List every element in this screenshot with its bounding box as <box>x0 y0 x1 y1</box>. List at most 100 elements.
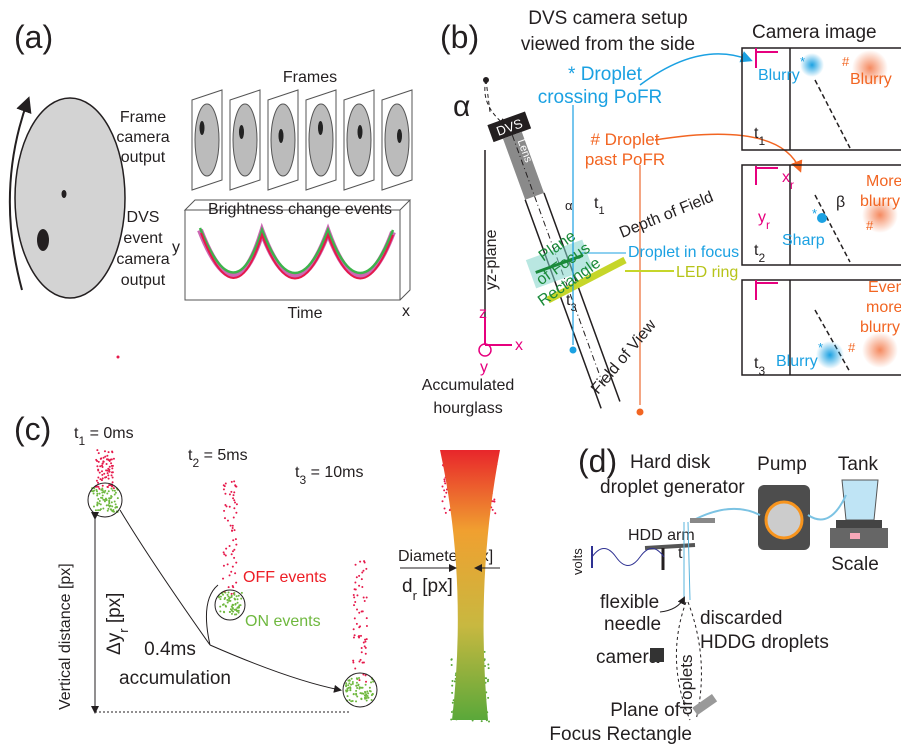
shape <box>444 496 446 498</box>
shape <box>349 689 351 691</box>
shape <box>367 695 369 697</box>
shape <box>353 637 355 639</box>
shape <box>354 617 356 619</box>
shape <box>195 104 219 176</box>
shape <box>354 588 356 590</box>
shape <box>113 487 115 489</box>
shape <box>353 604 355 606</box>
shape <box>102 495 104 497</box>
beta: β <box>836 194 845 211</box>
title: viewed from the side <box>521 34 695 55</box>
off-events: OFF events <box>243 569 327 586</box>
shape <box>98 452 100 454</box>
shape <box>366 690 368 692</box>
shape <box>356 687 358 689</box>
shape <box>592 549 664 566</box>
shape <box>358 661 360 663</box>
blurry-orange: Blurry <box>850 71 892 88</box>
shape <box>233 480 235 482</box>
shape <box>660 598 684 612</box>
dvs-output: event <box>123 230 163 247</box>
dvs-output: DVS <box>127 209 160 226</box>
shape <box>219 606 221 608</box>
shape <box>355 690 357 692</box>
shape <box>358 612 360 614</box>
shape <box>115 503 117 505</box>
shape <box>345 682 347 684</box>
shape <box>356 576 358 578</box>
shape <box>100 458 102 460</box>
alpha: α <box>453 90 470 123</box>
shape <box>235 512 237 514</box>
shape <box>364 694 366 696</box>
generator: Hard disk <box>630 452 711 473</box>
shape <box>200 230 393 276</box>
shape <box>237 607 239 609</box>
shape <box>238 612 240 614</box>
shape <box>366 625 368 627</box>
shape <box>443 478 445 480</box>
shape <box>352 683 354 685</box>
shape <box>369 687 371 689</box>
shape <box>114 490 116 492</box>
accumulated: Accumulated <box>422 377 515 394</box>
shape <box>107 510 109 512</box>
shape <box>232 539 234 541</box>
shape <box>361 571 363 573</box>
shape <box>354 601 356 603</box>
shape <box>364 641 366 643</box>
accumulation: 0.4ms <box>144 639 196 660</box>
shape <box>102 508 104 510</box>
shape <box>229 493 231 495</box>
shape <box>318 121 323 135</box>
discarded: HDDG droplets <box>700 632 829 653</box>
shape <box>345 685 347 687</box>
shape <box>842 480 878 520</box>
droplet-past: # Droplet <box>591 130 660 149</box>
shape <box>108 504 110 506</box>
shape <box>111 496 113 498</box>
shape <box>485 318 512 345</box>
shape <box>361 578 363 580</box>
shape <box>238 604 240 606</box>
x-axis: x <box>402 303 410 320</box>
shape <box>109 460 111 462</box>
even-more-blurry: more <box>866 299 901 316</box>
shape <box>233 491 235 493</box>
shape <box>114 501 116 503</box>
shape <box>451 685 453 687</box>
shape <box>111 505 113 507</box>
shape <box>361 651 363 653</box>
shape <box>106 504 108 506</box>
shape <box>103 473 105 475</box>
shape <box>95 509 97 511</box>
shape <box>240 598 242 600</box>
shape <box>235 582 237 584</box>
shape <box>229 506 231 508</box>
shape <box>348 682 350 684</box>
shape <box>360 698 362 700</box>
shape <box>366 617 368 619</box>
scale: Scale <box>831 554 879 575</box>
shape <box>445 512 447 514</box>
shape <box>229 574 231 576</box>
shape <box>96 449 98 451</box>
label: dr [px] <box>402 576 453 603</box>
events-title: Brightness change events <box>208 201 392 218</box>
shape <box>359 561 361 563</box>
shape <box>364 600 366 602</box>
shape <box>372 693 374 695</box>
axis-x: x <box>515 337 523 354</box>
label: (b) <box>440 19 479 55</box>
shape <box>224 598 226 600</box>
shape <box>224 493 226 495</box>
shape <box>356 678 358 680</box>
shape <box>104 456 106 458</box>
label: Δyr [px] <box>104 593 131 655</box>
shape <box>347 680 349 682</box>
shape <box>225 555 227 557</box>
shape <box>105 476 107 478</box>
shape <box>224 517 226 519</box>
shape <box>233 507 235 509</box>
shape <box>102 485 104 487</box>
